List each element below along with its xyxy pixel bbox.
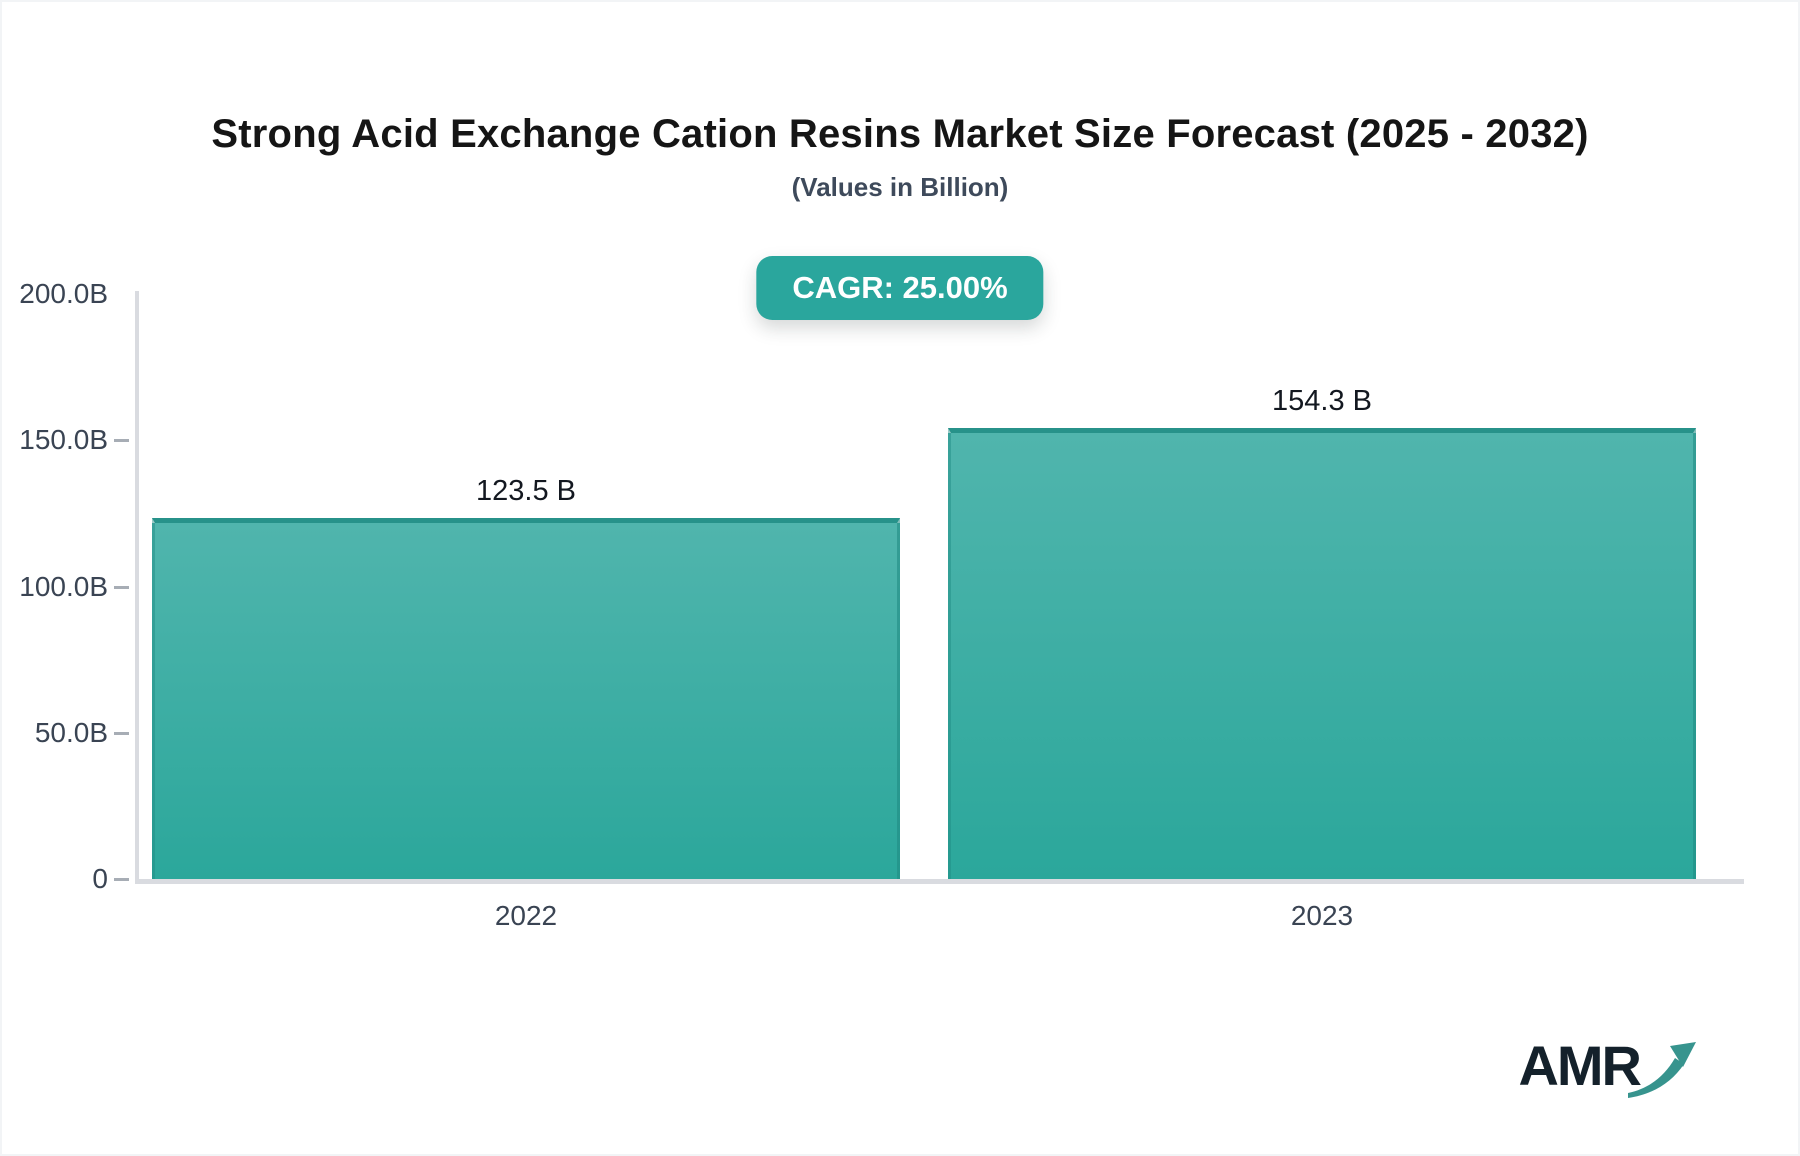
y-axis-tick-mark xyxy=(114,731,129,735)
y-axis-tick-mark xyxy=(114,439,129,443)
chart-title: Strong Acid Exchange Cation Resins Marke… xyxy=(211,112,1589,156)
y-axis-line xyxy=(135,291,139,884)
bar-2022[interactable] xyxy=(152,517,900,879)
x-axis-label-2023: 2023 xyxy=(1290,900,1354,931)
amr-logo-text: AMR xyxy=(1518,1034,1642,1097)
y-axis-tick-mark xyxy=(114,878,129,881)
bar-value-label-2023: 154.3 B xyxy=(1272,384,1372,417)
cagr-badge: CAGR: 25.00% xyxy=(756,256,1044,320)
y-axis-tick-label: 200.0B xyxy=(19,278,108,309)
chart-subtitle: (Values in Billion) xyxy=(791,172,1009,202)
y-axis-tick-label: 150.0B xyxy=(19,424,108,456)
growth-arrow-icon xyxy=(1628,1042,1696,1098)
amr-logo: AMR xyxy=(1518,1034,1698,1098)
y-axis-tick-mark xyxy=(114,585,129,589)
y-axis-tick-label: 0 xyxy=(92,863,108,894)
y-axis-tick-label: 50.0B xyxy=(34,716,108,748)
x-axis-label-2022: 2022 xyxy=(494,900,558,931)
x-axis-line xyxy=(135,879,1744,884)
bar-value-label-2022: 123.5 B xyxy=(476,474,576,507)
y-axis-tick-label: 100.0B xyxy=(19,570,108,602)
bar-2023[interactable] xyxy=(948,427,1696,879)
